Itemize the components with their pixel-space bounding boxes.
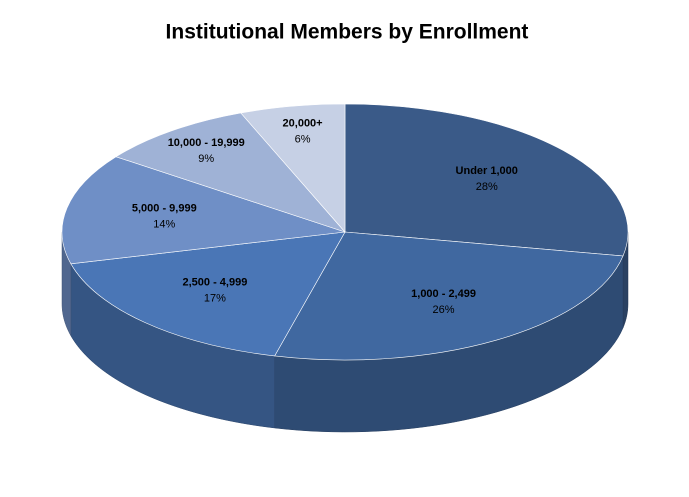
slice-category-label: 10,000 - 19,999	[168, 137, 245, 149]
slice-value-label: 17%	[204, 293, 226, 305]
slice-value-label: 28%	[476, 181, 498, 193]
slice-value-label: 14%	[153, 218, 175, 230]
slice	[240, 103, 346, 233]
slice-category-label: 1,000 - 2,499	[411, 288, 476, 300]
slice-category-label: 2,500 - 4,999	[183, 277, 248, 289]
slice-category-label: Under 1,000	[456, 165, 518, 177]
slice	[61, 156, 346, 265]
slice-value-label: 26%	[433, 304, 455, 316]
slice-category-label: 5,000 - 9,999	[132, 202, 197, 214]
chart-title: Institutional Members by Enrollment	[166, 21, 529, 44]
slice	[274, 231, 624, 361]
slice-value-label: 6%	[295, 133, 311, 145]
slice-value-label: 9%	[198, 153, 214, 165]
slice	[115, 112, 346, 233]
pie-tops	[61, 103, 629, 361]
slice-labels: Under 1,000 28% 1,000 - 2,499 26% 2,500 - 4,…	[132, 117, 518, 316]
slice	[70, 231, 346, 357]
slice-category-label: 20,000+	[283, 117, 323, 129]
slice	[344, 103, 629, 257]
